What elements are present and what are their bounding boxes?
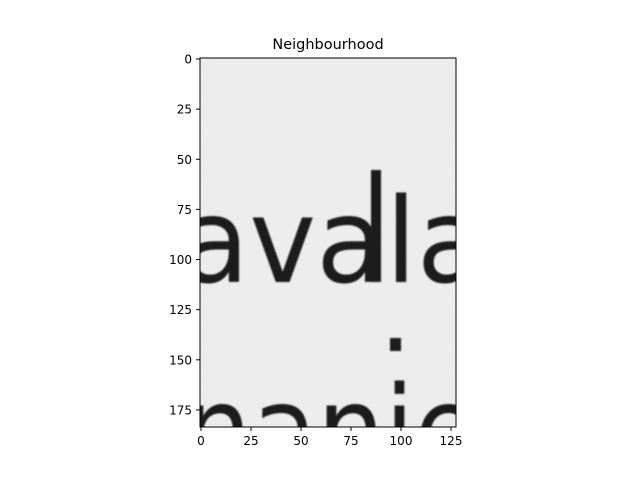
x-tick-label: 0 — [197, 434, 205, 448]
letter-l-ascender — [371, 170, 381, 282]
y-axis: 0 25 50 75 100 125 150 175 — [169, 53, 200, 417]
axes-frame — [199, 57, 457, 428]
x-tick-label: 125 — [440, 434, 463, 448]
chart-title: Neighbourhood — [272, 37, 383, 53]
x-tick-label: 25 — [243, 434, 258, 448]
y-tick-label: 0 — [184, 53, 192, 67]
y-tick-label: 25 — [177, 103, 192, 117]
y-tick-label: 175 — [169, 403, 192, 417]
x-tick-label: 50 — [293, 434, 308, 448]
y-tick-label: 125 — [169, 303, 192, 317]
y-tick-label: 75 — [177, 203, 192, 217]
y-tick-label: 150 — [169, 353, 192, 367]
image-text-line-2: nanie — [184, 360, 480, 480]
x-axis: 0 25 50 75 100 125 — [197, 427, 462, 448]
x-tick-label: 75 — [343, 434, 358, 448]
image-area: avala nanie — [180, 58, 486, 480]
y-tick-label: 50 — [177, 153, 192, 167]
y-tick-label: 100 — [169, 253, 192, 267]
letter-i-dot — [390, 338, 401, 351]
image-grain — [200, 58, 456, 427]
x-tick-label: 100 — [390, 434, 413, 448]
image-text-line-1: avala — [180, 172, 486, 310]
